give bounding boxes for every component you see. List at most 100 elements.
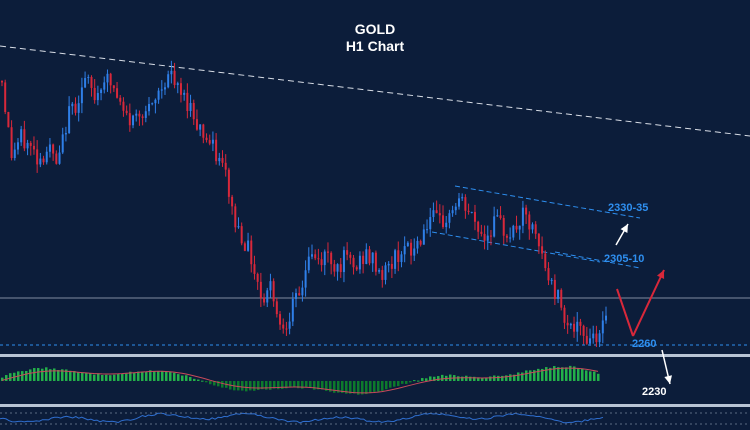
candle-body: [553, 279, 556, 299]
oscillator-bar: [385, 381, 388, 390]
oscillator-bar: [513, 374, 516, 381]
candle-body: [93, 87, 96, 101]
oscillator-bar: [281, 381, 284, 389]
oscillator-bar: [213, 381, 216, 386]
oscillator-bar: [57, 370, 60, 381]
candle-body: [387, 263, 390, 266]
candle-body: [103, 82, 106, 90]
candle-body: [154, 99, 157, 104]
oscillator-bar: [137, 371, 140, 381]
candle-body: [295, 293, 298, 299]
oscillator-bar: [125, 373, 128, 381]
oscillator-bar: [101, 374, 104, 381]
oscillator-bar: [265, 381, 268, 390]
oscillator-bar: [193, 378, 196, 381]
candle-body: [269, 281, 272, 291]
candle-body: [272, 281, 275, 302]
candle-body: [275, 301, 278, 315]
candle-body: [215, 139, 218, 162]
candle-body: [208, 140, 211, 144]
oscillator-bar: [521, 372, 524, 381]
oscillator-bar: [145, 372, 148, 381]
candle-body: [29, 142, 32, 146]
candle-body: [179, 83, 182, 95]
candle-body: [16, 142, 19, 150]
candle-body: [438, 213, 441, 216]
descending-trendline: [0, 45, 750, 137]
candle-body: [505, 235, 508, 238]
oscillator-bar: [585, 370, 588, 381]
oscillator-bar: [217, 381, 220, 387]
oscillator-bar: [481, 377, 484, 381]
candle-body: [467, 210, 470, 212]
oscillator-bar: [321, 381, 324, 390]
oscillator-bar: [5, 375, 8, 381]
candle-body: [256, 273, 259, 282]
candle-body: [541, 246, 544, 254]
oscillator-bar: [325, 381, 328, 391]
candle-body: [592, 333, 595, 339]
oscillator-bar: [81, 372, 84, 381]
rsi-line: [0, 412, 604, 424]
scenario-up-arrow-head: [657, 270, 665, 279]
candle-body: [563, 307, 566, 323]
oscillator-bar: [413, 380, 416, 382]
candle-body: [71, 103, 74, 107]
candle-body: [240, 226, 243, 244]
oscillator-bar: [425, 378, 428, 381]
oscillator-bar: [441, 374, 444, 381]
candle-body: [573, 323, 576, 332]
oscillator-bar: [573, 366, 576, 381]
candle-body: [167, 74, 170, 88]
oscillator-bar: [357, 381, 360, 395]
candle-body: [141, 116, 144, 118]
oscillator-bar: [309, 381, 312, 388]
oscillator-bar: [473, 376, 476, 381]
candle-body: [518, 225, 521, 230]
oscillator-bar: [465, 375, 468, 381]
oscillator-bar: [421, 378, 424, 381]
chart-title-timeframe: H1 Chart: [345, 38, 405, 54]
channel-extension-line: [554, 251, 641, 269]
candle-body: [20, 129, 23, 143]
level-label-2230: 2230: [642, 386, 667, 398]
candle-body: [448, 213, 451, 223]
candle-body: [537, 233, 540, 247]
candle-body: [221, 157, 224, 163]
candle-body: [205, 137, 208, 141]
oscillator-bar: [9, 373, 12, 381]
channel-lower-line: [431, 231, 601, 263]
candle-body: [320, 259, 323, 266]
candle-body: [170, 70, 173, 75]
oscillator-bar: [169, 371, 172, 381]
oscillator-bar: [201, 380, 204, 382]
candle-body: [381, 270, 384, 280]
candle-body: [454, 206, 457, 211]
candle-body: [557, 289, 560, 299]
oscillator-bar: [389, 381, 392, 388]
candle-body: [442, 215, 445, 228]
candle-body: [451, 210, 454, 214]
oscillator-bar: [37, 368, 40, 381]
oscillator-bar: [497, 375, 500, 381]
candle-body: [435, 210, 438, 214]
candle-body: [32, 145, 35, 150]
candle-body: [247, 240, 250, 251]
candle-body: [23, 129, 26, 149]
candle-body: [349, 254, 352, 258]
candle-body: [301, 287, 304, 296]
candle-body: [598, 333, 601, 343]
oscillator-bar: [285, 381, 288, 389]
oscillator-bar: [49, 369, 52, 381]
oscillator-bar: [349, 381, 352, 394]
channel-upper-line: [454, 185, 641, 219]
oscillator-bar: [337, 381, 340, 393]
oscillator-bar: [25, 370, 28, 381]
candle-body: [547, 268, 550, 281]
oscillator-bar: [189, 377, 192, 381]
oscillator-bar: [581, 368, 584, 381]
candle-body: [13, 149, 16, 159]
oscillator-bar: [477, 377, 480, 381]
candle-body: [480, 231, 483, 234]
candle-body: [36, 149, 39, 165]
